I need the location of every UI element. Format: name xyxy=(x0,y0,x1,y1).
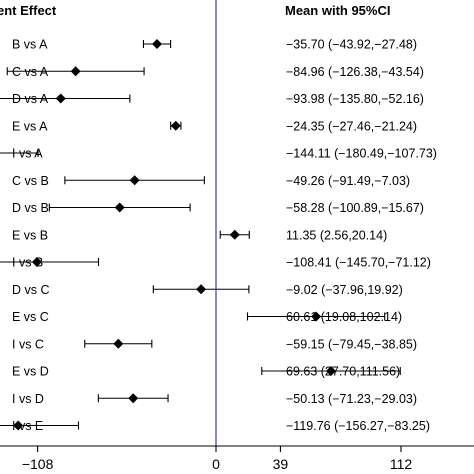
row-value-text: −119.76 (−156.27,−83.25) xyxy=(286,419,430,433)
forest-row: C vs B −49.26 (−91.49,−7.03) xyxy=(12,174,410,188)
forest-row: B vs A −35.70 (−43.92,−27.48) xyxy=(12,38,417,52)
mean-diamond-marker xyxy=(311,311,322,322)
row-label: E vs B xyxy=(12,228,48,242)
row-value-text: 11.35 (2.56,20.14) xyxy=(286,228,387,242)
mean-diamond-marker xyxy=(129,175,140,186)
mean-diamond-marker xyxy=(152,39,163,49)
mean-diamond-marker xyxy=(114,202,125,213)
forest-row: I vs C −59.15 (−79.45,−38.85) xyxy=(12,337,417,351)
x-tick-label: 39 xyxy=(273,456,289,472)
x-tick-label: 112 xyxy=(390,456,413,472)
forest-row: D vs B −58.28 (−100.89,−15.67) xyxy=(12,201,424,215)
row-value-text: −9.02 (−37.96,19.92) xyxy=(286,283,403,297)
row-label: E vs D xyxy=(12,365,49,379)
mean-diamond-marker xyxy=(170,120,181,131)
mean-diamond-marker xyxy=(326,366,337,376)
row-value-text: −50.13 (−71.23,−29.03) xyxy=(286,392,417,406)
forest-row: I vs A −144.11 (−180.49,−107.73) xyxy=(0,147,437,161)
forest-row: E vs A −24.35 (−27.46,−21.24) xyxy=(12,119,417,133)
forest-row: D vs A −93.98 (−135.80,−52.16) xyxy=(0,92,424,106)
row-label: E vs C xyxy=(12,310,49,324)
row-label: I vs D xyxy=(12,392,44,406)
forest-row: I vs B −108.41 (−145.70,−71.12) xyxy=(0,256,431,270)
row-value-text: −49.26 (−91.49,−7.03) xyxy=(286,174,410,188)
forest-row: D vs C −9.02 (−37.96,19.92) xyxy=(12,283,403,297)
right-column-header: Mean with 95%CI xyxy=(285,3,390,18)
row-value-text: −108.41 (−145.70,−71.12) xyxy=(286,256,431,270)
forest-row: E vs D 69.63 (27.70,111.56) xyxy=(12,365,401,379)
row-value-text: 60.61 (19.08,102.14) xyxy=(286,310,402,324)
mean-diamond-marker xyxy=(55,93,66,104)
mean-diamond-marker xyxy=(196,284,207,295)
row-label: C vs B xyxy=(12,174,49,188)
mean-diamond-marker xyxy=(113,338,124,349)
mean-diamond-marker xyxy=(229,229,240,240)
row-value-text: −58.28 (−100.89,−15.67) xyxy=(286,201,424,215)
row-label: I vs C xyxy=(12,337,44,351)
row-label: B vs A xyxy=(12,38,48,52)
forest-row: C vs A −84.96 (−126.38,−43.54) xyxy=(6,65,424,79)
forest-row: E vs C 60.61 (19.08,102.14) xyxy=(12,310,402,324)
row-value-text: −93.98 (−135.80,−52.16) xyxy=(286,92,424,106)
row-value-text: −24.35 (−27.46,−21.24) xyxy=(286,119,417,133)
row-label: E vs A xyxy=(12,119,48,133)
rows-layer: B vs A −35.70 (−43.92,−27.48) C vs A −84.96… xyxy=(0,38,437,433)
mean-diamond-marker xyxy=(70,66,81,77)
mean-diamond-marker xyxy=(13,420,24,431)
x-tick-label: −108 xyxy=(22,456,54,472)
row-value-text: −59.15 (−79.45,−38.85) xyxy=(286,337,417,351)
forest-row: I vs D −50.13 (−71.23,−29.03) xyxy=(12,392,417,406)
row-value-text: −144.11 (−180.49,−107.73) xyxy=(286,147,437,161)
left-column-header: ent Effect xyxy=(0,3,57,18)
row-label: D vs B xyxy=(12,201,49,215)
mean-diamond-marker xyxy=(31,257,42,267)
forest-row: E vs B 11.35 (2.56,20.14) xyxy=(12,228,387,242)
mean-diamond-marker xyxy=(128,393,139,404)
row-value-text: −84.96 (−126.38,−43.54) xyxy=(286,65,424,79)
x-tick-label: 0 xyxy=(212,456,220,472)
forest-row: I vs E −119.76 (−156.27,−83.25) xyxy=(0,419,430,433)
row-value-text: 69.63 (27.70,111.56) xyxy=(286,365,400,379)
row-value-text: −35.70 (−43.92,−27.48) xyxy=(286,38,417,52)
row-label: D vs C xyxy=(12,283,50,297)
